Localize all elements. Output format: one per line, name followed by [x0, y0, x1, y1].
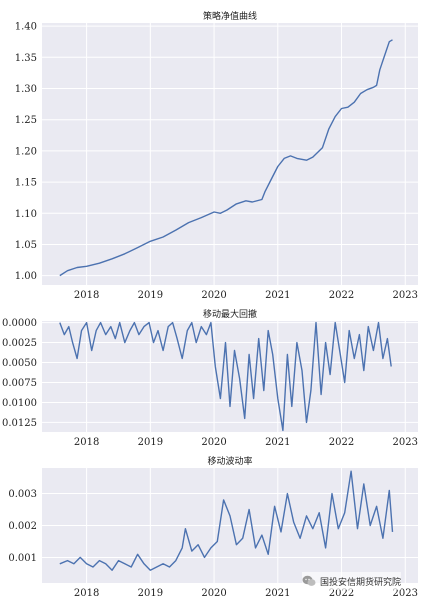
- y-tick-label: 1.35: [15, 53, 37, 64]
- x-tick-label: 2018: [74, 437, 99, 448]
- x-tick-label: 2019: [138, 437, 163, 448]
- watermark-text: 国投安信期货研究院: [320, 577, 402, 588]
- x-tick-label: 2021: [265, 290, 290, 301]
- y-tick-label: 0.0075: [2, 378, 37, 389]
- y-tick-label: 1.20: [15, 146, 37, 157]
- y-tick-label: 1.10: [15, 209, 37, 220]
- chart-title: 策略净值曲线: [203, 10, 257, 22]
- y-tick-label: 0.001: [8, 553, 37, 564]
- x-tick-label: 2022: [329, 588, 354, 599]
- y-tick-label: 0.002: [8, 521, 37, 532]
- x-tick-label: 2020: [201, 437, 226, 448]
- chart-1: 1.00 1.05 1.10 1.15 1.20 1.25 1.30 1.35 1.40 2018…: [15, 10, 418, 301]
- chart-title: 移动波动率: [207, 455, 252, 467]
- chart-3: 0.001 0.002 0.003 2018 2019 2020 2021 2022 2023 移…: [8, 455, 418, 599]
- plot-area: [42, 23, 418, 285]
- y-tick-label: 1.30: [15, 84, 37, 95]
- y-tick-label: 1.15: [15, 178, 37, 189]
- x-tick-label: 2023: [393, 290, 418, 301]
- y-tick-label: 0.0000: [2, 318, 37, 329]
- watermark: 国投安信期货研究院: [302, 572, 402, 590]
- y-tick-label: 0.0100: [2, 398, 37, 409]
- chart-title: 移动最大回撤: [203, 308, 257, 320]
- x-tick-label: 2023: [393, 437, 418, 448]
- x-tick-label: 2022: [329, 437, 354, 448]
- y-tick-label: 1.00: [15, 271, 37, 282]
- x-tick-label: 2021: [265, 437, 290, 448]
- y-tick-label: 0.0125: [2, 418, 37, 429]
- x-tick-label: 2019: [138, 290, 163, 301]
- series-line: [59, 321, 392, 432]
- y-tick-label: 1.40: [15, 22, 37, 33]
- x-tick-label: 2021: [265, 588, 290, 599]
- y-tick-label: 1.05: [15, 240, 37, 251]
- y-tick-label: 1.25: [15, 115, 37, 126]
- y-tick-label: 0.0050: [2, 358, 37, 369]
- x-tick-label: 2018: [74, 290, 99, 301]
- y-tick-label: 0.0025: [2, 338, 37, 349]
- x-tick-label: 2019: [138, 588, 163, 599]
- series-line: [59, 470, 394, 571]
- y-tick-label: 0.003: [8, 489, 37, 500]
- x-tick-label: 2018: [74, 588, 99, 599]
- plot-area: [42, 321, 418, 432]
- wechat-icon: [302, 575, 316, 586]
- series-line: [59, 39, 393, 277]
- x-tick-label: 2022: [329, 290, 354, 301]
- x-tick-label: 2020: [201, 290, 226, 301]
- chart-2: 0.0000 0.0025 0.0050 0.0075 0.0100 0.0125 2018…: [2, 308, 418, 448]
- x-tick-label: 2023: [393, 588, 418, 599]
- x-tick-label: 2020: [201, 588, 226, 599]
